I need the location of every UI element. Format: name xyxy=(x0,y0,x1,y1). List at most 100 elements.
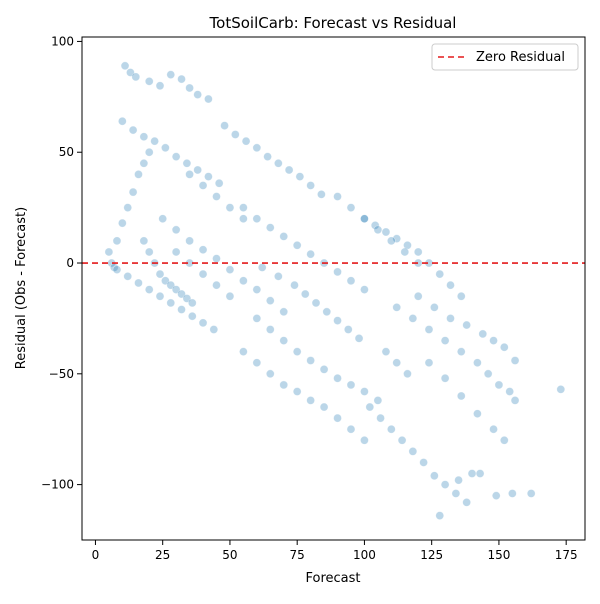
data-point xyxy=(397,435,407,445)
data-point xyxy=(306,396,315,405)
data-point xyxy=(209,325,219,334)
data-point xyxy=(500,342,509,352)
data-point xyxy=(187,311,197,321)
data-point xyxy=(144,247,154,257)
data-point xyxy=(360,387,369,396)
data-point xyxy=(306,249,315,259)
data-point xyxy=(150,136,159,146)
data-point xyxy=(144,77,154,86)
data-point xyxy=(279,380,289,390)
data-point xyxy=(112,265,122,274)
legend-box xyxy=(431,43,579,71)
data-point xyxy=(212,254,221,263)
data-point xyxy=(139,132,149,142)
data-point xyxy=(144,147,154,157)
data-point xyxy=(300,289,310,299)
data-point xyxy=(446,280,455,290)
data-point xyxy=(155,269,165,279)
data-point xyxy=(373,225,383,235)
data-point xyxy=(376,413,385,423)
data-point xyxy=(198,181,208,190)
data-point xyxy=(166,298,176,308)
data-point xyxy=(473,409,482,418)
data-point xyxy=(346,203,356,212)
data-point xyxy=(241,136,251,146)
data-point xyxy=(491,491,501,500)
data-point xyxy=(239,347,248,356)
data-point xyxy=(252,285,262,294)
data-point xyxy=(128,187,138,197)
data-point xyxy=(131,72,141,82)
data-point xyxy=(252,214,262,224)
data-point xyxy=(505,387,514,396)
points-layer xyxy=(104,61,566,520)
data-point xyxy=(333,413,342,423)
data-point xyxy=(239,203,248,212)
data-point xyxy=(134,170,143,179)
data-point xyxy=(284,165,294,175)
data-point xyxy=(198,318,208,328)
data-point xyxy=(257,263,267,272)
data-point xyxy=(112,236,122,246)
data-point xyxy=(413,247,423,257)
data-point xyxy=(166,70,176,79)
data-point xyxy=(279,232,289,241)
data-point xyxy=(171,225,181,235)
x-tick-label: 100 xyxy=(353,548,376,562)
data-point xyxy=(408,447,418,456)
data-point xyxy=(370,221,380,230)
data-point xyxy=(556,385,566,394)
data-point xyxy=(123,272,133,281)
data-point xyxy=(400,247,410,257)
data-point xyxy=(419,458,428,467)
data-point xyxy=(182,159,192,168)
data-point xyxy=(483,369,493,379)
data-point xyxy=(198,269,208,279)
data-point xyxy=(185,83,194,93)
x-tick-label: 175 xyxy=(555,548,578,562)
data-point xyxy=(139,236,149,246)
data-point xyxy=(454,475,463,485)
data-point xyxy=(424,358,434,368)
data-point xyxy=(225,291,235,301)
data-point xyxy=(403,369,412,379)
x-tick-label: 150 xyxy=(487,548,510,562)
data-point xyxy=(212,192,221,201)
data-point xyxy=(424,325,434,334)
x-tick-label: 50 xyxy=(222,548,237,562)
data-point xyxy=(462,320,471,330)
data-point xyxy=(193,165,202,175)
data-point xyxy=(508,489,517,498)
data-point xyxy=(252,358,262,368)
data-point xyxy=(365,402,375,412)
data-point xyxy=(387,424,396,434)
chart-title: TotSoilCarb: Forecast vs Residual xyxy=(209,14,457,32)
data-point xyxy=(489,336,498,345)
data-point xyxy=(333,192,342,201)
data-point xyxy=(360,285,369,294)
data-point xyxy=(265,325,275,334)
data-point xyxy=(333,316,342,325)
y-tick-label: 50 xyxy=(59,145,74,159)
plot-frame xyxy=(81,36,586,541)
data-point xyxy=(319,402,329,412)
data-point xyxy=(214,178,224,188)
data-point xyxy=(128,125,138,135)
data-point xyxy=(456,347,466,356)
data-point xyxy=(430,471,439,481)
data-point xyxy=(198,245,208,255)
x-tick-label: 0 xyxy=(92,548,100,562)
data-point xyxy=(306,356,315,365)
data-point xyxy=(134,278,143,288)
data-point xyxy=(185,236,194,246)
data-point xyxy=(494,380,504,390)
data-point xyxy=(185,170,194,179)
data-point xyxy=(473,358,482,368)
data-point xyxy=(292,240,302,250)
data-point xyxy=(239,214,248,224)
x-axis-label: Forecast xyxy=(305,571,360,586)
data-point xyxy=(155,291,165,301)
data-point xyxy=(204,172,213,181)
data-point xyxy=(104,247,114,257)
data-point xyxy=(510,396,520,405)
